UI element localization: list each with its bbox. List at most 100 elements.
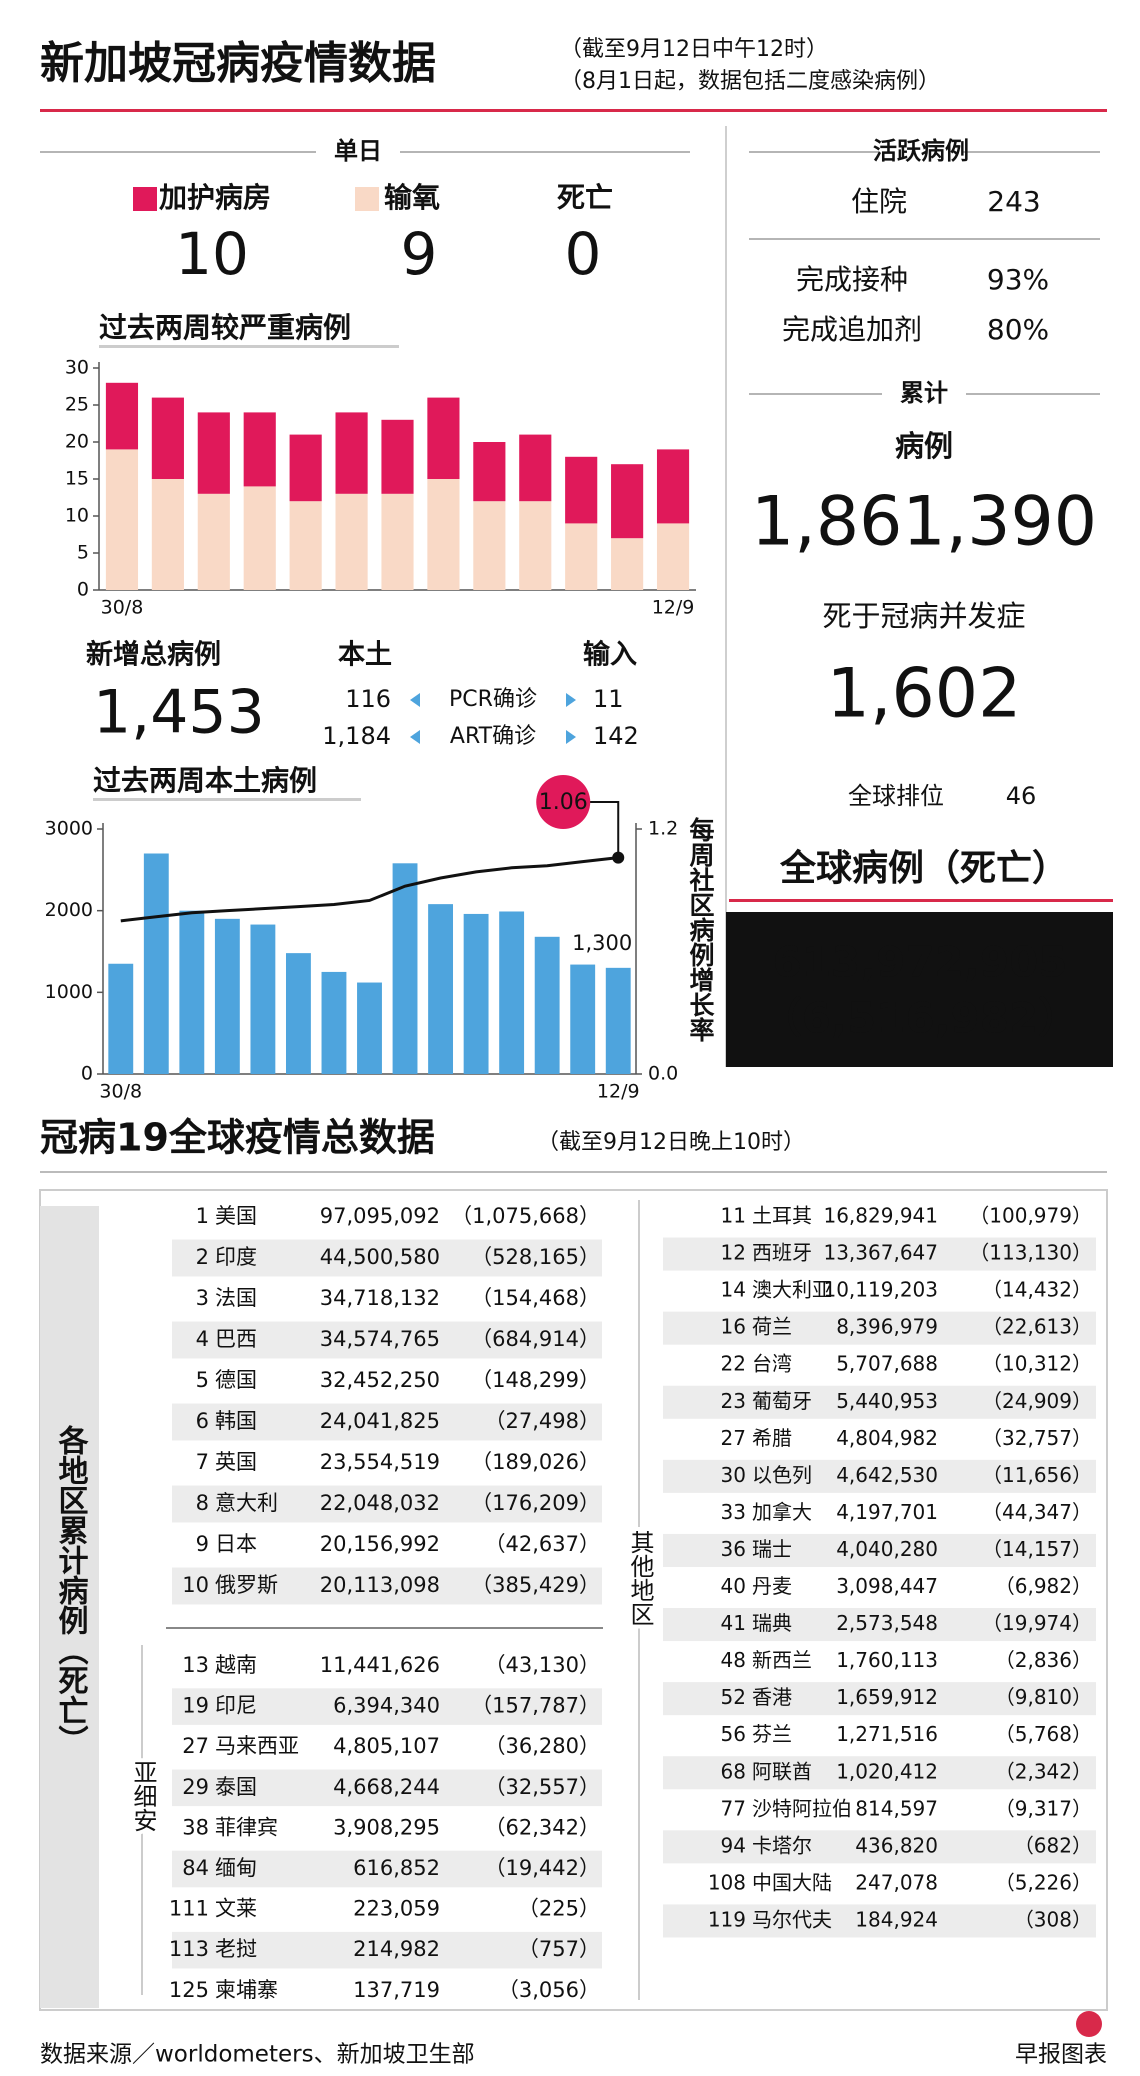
side-label: 各地区累计病例（死亡） xyxy=(53,1424,90,1755)
rank: 94 xyxy=(721,1833,746,1857)
y2-tick-label: 1.2 xyxy=(648,818,678,840)
bar xyxy=(463,913,489,1074)
country: 沙特阿拉伯 xyxy=(752,1796,852,1820)
row-shade xyxy=(663,1533,1096,1567)
label: 病例 xyxy=(895,429,953,463)
cases: 616,852 xyxy=(353,1856,440,1880)
rank: 33 xyxy=(721,1500,746,1524)
row-shade xyxy=(663,1385,1096,1419)
country: 马来西亚 xyxy=(215,1734,299,1758)
value: 46 xyxy=(1006,782,1037,810)
country: 印尼 xyxy=(215,1694,257,1718)
daily-value: 10 xyxy=(175,220,249,288)
cases: 23,554,519 xyxy=(320,1450,440,1474)
value: 116 xyxy=(345,685,391,713)
y2-axis-label: 每周社区病例增长率 xyxy=(686,816,715,1042)
label: 完成追加剂 xyxy=(782,313,922,346)
rank: 40 xyxy=(721,1574,746,1598)
country: 法国 xyxy=(215,1286,257,1310)
row-shade xyxy=(663,1459,1096,1493)
rank: 10 xyxy=(182,1573,209,1597)
section-label: 单日 xyxy=(334,137,382,165)
deaths: （32,757） xyxy=(982,1426,1092,1450)
line xyxy=(120,856,619,923)
bar xyxy=(243,412,276,487)
rank: 9 xyxy=(196,1532,209,1556)
callout xyxy=(536,775,591,829)
legend-label: 加护病房 xyxy=(159,181,271,214)
value: 93% xyxy=(987,263,1049,296)
deaths: （113,130） xyxy=(969,1241,1092,1265)
rule xyxy=(40,109,1107,112)
bar xyxy=(105,449,139,590)
cases: 4,040,280 xyxy=(836,1537,938,1561)
rank: 108 xyxy=(708,1870,746,1894)
deaths: （154,468） xyxy=(471,1286,600,1310)
country: 缅甸 xyxy=(215,1856,257,1880)
country: 土耳其 xyxy=(752,1204,812,1228)
row-shade xyxy=(172,1239,602,1277)
country: 老挝 xyxy=(215,1937,257,1961)
cases: 32,452,250 xyxy=(320,1368,440,1392)
bar xyxy=(428,904,454,1074)
cases: 137,719 xyxy=(353,1978,440,2002)
bar xyxy=(392,863,418,1074)
credit: 早报图表 xyxy=(1015,2042,1107,2068)
point xyxy=(612,851,625,864)
cases: 814,597 xyxy=(855,1796,938,1820)
side-box xyxy=(40,1206,99,2008)
rank: 68 xyxy=(721,1759,746,1783)
cases: 97,095,092 xyxy=(320,1204,440,1228)
logo xyxy=(1076,2011,1102,2037)
deaths: （2,836） xyxy=(995,1648,1092,1672)
source: 数据来源／worldometers、新加坡卫生部 xyxy=(40,2042,475,2068)
deaths: （43,130） xyxy=(485,1653,600,1677)
cases: 8,396,979 xyxy=(836,1315,938,1339)
y-tick-label: 3000 xyxy=(45,818,93,840)
cases: 5,440,953 xyxy=(836,1389,938,1413)
country: 希腊 xyxy=(752,1426,792,1450)
bar xyxy=(151,397,184,479)
row-shade xyxy=(172,1321,602,1359)
bar xyxy=(197,412,230,494)
deaths: （3,056） xyxy=(498,1978,600,2002)
rank: 56 xyxy=(721,1722,746,1746)
bar xyxy=(427,479,460,590)
section-label: 活跃病例 xyxy=(873,137,969,165)
cases: 214,982 xyxy=(353,1937,440,1961)
title-underline xyxy=(93,798,361,801)
row-shade xyxy=(663,1608,1096,1642)
country: 芬兰 xyxy=(752,1722,792,1746)
deaths: （11,656） xyxy=(982,1463,1092,1487)
country: 以色列 xyxy=(752,1463,812,1487)
big-number: 613,972,905 xyxy=(773,938,1068,987)
deaths: （528,165） xyxy=(471,1245,600,1269)
deaths: （32,557） xyxy=(485,1775,600,1799)
x-tick-label: 12/9 xyxy=(597,1081,640,1103)
y-tick-label: 1000 xyxy=(45,981,93,1003)
rank: 2 xyxy=(196,1245,209,1269)
country: 美国 xyxy=(215,1204,257,1228)
deaths: （24,909） xyxy=(982,1389,1092,1413)
label: 输入 xyxy=(583,639,637,671)
row-shade xyxy=(663,1904,1096,1938)
rank: 14 xyxy=(721,1278,746,1302)
value: 142 xyxy=(593,722,639,750)
label: 完成接种 xyxy=(796,263,908,296)
cases: 20,156,992 xyxy=(320,1532,440,1556)
bar xyxy=(473,501,506,590)
country: 荷兰 xyxy=(752,1315,792,1339)
label: ART确诊 xyxy=(450,724,536,749)
title-underline xyxy=(99,345,399,348)
cases: 4,804,982 xyxy=(836,1426,938,1450)
rank: 27 xyxy=(721,1426,746,1450)
deaths: （14,432） xyxy=(982,1278,1092,1302)
bar xyxy=(565,456,598,524)
rank: 22 xyxy=(721,1352,746,1376)
label: 死于冠病并发症 xyxy=(822,599,1025,633)
bar xyxy=(519,501,552,590)
bar xyxy=(611,538,644,590)
big-number: （6,516,982） xyxy=(760,994,1080,1043)
y-tick-label: 0 xyxy=(81,1063,93,1085)
